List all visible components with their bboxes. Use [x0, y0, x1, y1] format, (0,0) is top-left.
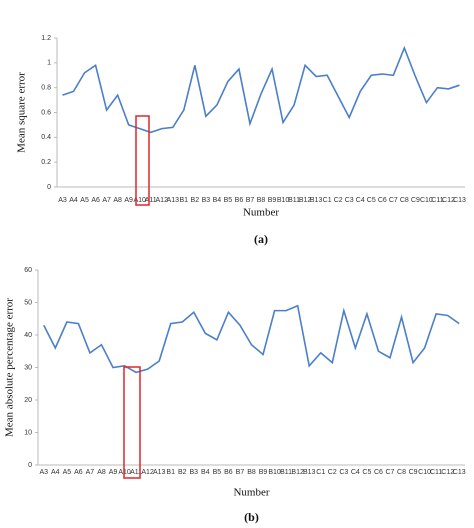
x-tick-label: C2: [334, 197, 343, 204]
x-tick-label: B2: [178, 469, 187, 476]
x-tick-label: A5: [63, 469, 72, 476]
x-tick-label: A10: [133, 197, 146, 204]
x-tick-label: C3: [339, 469, 348, 476]
x-tick-label: A11: [145, 197, 157, 204]
x-tick-label: B11: [288, 197, 300, 204]
x-tick-label: C12: [442, 197, 455, 204]
y-tick-label: 1.2: [41, 35, 51, 42]
y-tick-label: 30: [24, 364, 32, 371]
y-axis-label: Mean absolute percentage error: [4, 298, 16, 437]
x-tick-label: B9: [268, 197, 277, 204]
x-tick-label: C2: [328, 469, 337, 476]
x-tick-label: A7: [102, 197, 111, 204]
x-tick-label: C13: [453, 469, 466, 476]
x-tick-label: B4: [213, 197, 222, 204]
caption: (b): [244, 510, 259, 524]
y-tick-label: 20: [24, 397, 32, 404]
x-tick-label: A8: [113, 197, 122, 204]
x-tick-label: C1: [316, 469, 325, 476]
x-tick-label: A6: [74, 469, 83, 476]
x-tick-label: A5: [80, 197, 89, 204]
x-tick-label: B10: [277, 197, 290, 204]
x-tick-label: B13: [303, 469, 316, 476]
data-line: [43, 304, 460, 374]
x-tick-label: B13: [310, 197, 323, 204]
x-tick-label: C1: [323, 197, 332, 204]
x-tick-label: A9: [124, 197, 133, 204]
x-tick-label: C8: [397, 469, 406, 476]
x-tick-label: B2: [191, 197, 200, 204]
x-tick-label: B6: [235, 197, 244, 204]
x-tick-label: A13: [153, 469, 166, 476]
y-tick-label: 0: [28, 462, 32, 469]
x-tick-label: B4: [201, 469, 210, 476]
x-tick-label: B3: [190, 469, 199, 476]
y-tick-label: 50: [24, 299, 32, 306]
data-line: [62, 45, 460, 134]
x-tick-label: C12: [441, 469, 454, 476]
x-axis-label: Number: [233, 487, 269, 499]
x-tick-label: A4: [51, 469, 60, 476]
x-tick-label: A8: [97, 469, 106, 476]
x-tick-label: B7: [236, 469, 245, 476]
y-tick-label: 40: [24, 332, 32, 339]
y-tick-label: 0.8: [41, 85, 51, 92]
x-tick-label: B12: [291, 469, 304, 476]
x-tick-label: A9: [109, 469, 118, 476]
x-tick-label: C6: [378, 197, 387, 204]
x-tick-label: A11: [130, 469, 142, 476]
y-tick-label: 10: [24, 429, 32, 436]
x-tick-label: C8: [400, 197, 409, 204]
y-tick-label: 1: [47, 60, 51, 67]
x-tick-label: B3: [202, 197, 211, 204]
x-tick-label: B8: [247, 469, 256, 476]
caption: (a): [254, 232, 268, 246]
x-tick-label: C4: [351, 469, 360, 476]
x-tick-label: C9: [409, 469, 418, 476]
x-tick-label: A3: [58, 197, 67, 204]
x-tick-label: C10: [420, 197, 433, 204]
y-tick-label: 0.2: [41, 159, 51, 166]
x-tick-label: C7: [389, 197, 398, 204]
x-tick-label: B12: [299, 197, 312, 204]
x-tick-label: B11: [280, 469, 292, 476]
x-tick-label: B10: [268, 469, 281, 476]
x-tick-label: C11: [430, 469, 442, 476]
x-tick-label: B9: [259, 469, 268, 476]
x-tick-label: C5: [362, 469, 371, 476]
x-tick-label: B1: [180, 197, 189, 204]
x-tick-label: C3: [345, 197, 354, 204]
x-axis-label: Number: [243, 207, 279, 219]
x-tick-label: A6: [91, 197, 100, 204]
y-tick-label: 0.4: [41, 134, 51, 141]
x-tick-label: B8: [257, 197, 266, 204]
highlight-box: [123, 366, 141, 479]
x-tick-label: A13: [167, 197, 180, 204]
x-tick-label: B6: [224, 469, 233, 476]
x-tick-label: A4: [69, 197, 78, 204]
x-tick-label: C7: [386, 469, 395, 476]
x-tick-label: A3: [39, 469, 48, 476]
highlight-box: [135, 115, 150, 206]
x-tick-label: B5: [213, 469, 222, 476]
y-tick-label: 60: [24, 267, 32, 274]
x-tick-label: C13: [453, 197, 466, 204]
x-tick-label: C9: [411, 197, 420, 204]
x-tick-label: A12: [141, 469, 154, 476]
y-axis-label: Mean square error: [16, 72, 28, 153]
x-tick-label: A12: [156, 197, 169, 204]
x-tick-label: B7: [246, 197, 255, 204]
y-tick-label: 0.6: [41, 109, 51, 116]
x-tick-label: C6: [374, 469, 383, 476]
x-tick-label: C11: [431, 197, 443, 204]
x-tick-label: B1: [166, 469, 175, 476]
x-tick-label: C10: [418, 469, 431, 476]
y-tick-label: 0: [47, 184, 51, 191]
x-tick-label: B5: [224, 197, 233, 204]
x-tick-label: A7: [86, 469, 95, 476]
x-tick-label: C4: [356, 197, 365, 204]
x-tick-label: C5: [367, 197, 376, 204]
